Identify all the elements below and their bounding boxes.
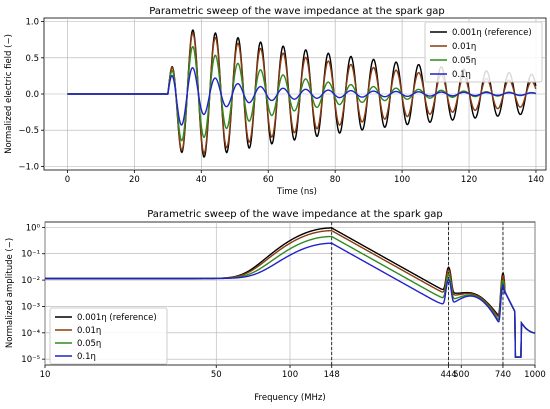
bottom-ytick-label: 10⁻² (21, 276, 40, 286)
bottom-xtick-label: 100 (282, 370, 298, 380)
bottom-ytick-label: 10⁻³ (21, 302, 40, 312)
top-ylabel: Normalized electric field (−) (4, 34, 14, 154)
top-xtick-label: 80 (330, 175, 341, 185)
top-legend-label: 0.1η (452, 70, 471, 80)
bottom-legend-box (49, 307, 168, 365)
top-ytick-label: 1.0 (25, 18, 39, 28)
top-xtick-label: 20 (129, 175, 140, 185)
top-ytick-label: 0.5 (25, 54, 39, 64)
bottom-chart-title: Parametric sweep of the wave impedance a… (147, 209, 443, 220)
top-xtick-label: 60 (263, 175, 274, 185)
bottom-ytick-label: 10⁰ (26, 223, 41, 233)
top-series-lines (67, 29, 537, 159)
bottom-xtick-label: 740 (495, 370, 511, 380)
top-xtick-label: 40 (196, 175, 207, 185)
bottom-legend-label: 0.001η (reference) (77, 313, 157, 323)
bottom-legend-label: 0.01η (77, 326, 101, 336)
bottom-ytick-label: 10⁻¹ (21, 250, 40, 260)
top-xtick-label: 140 (528, 175, 544, 185)
bottom-xtick-label: 148 (324, 370, 340, 380)
top-ytick-label: −0.5 (18, 126, 39, 136)
top-ytick-label: −1.0 (18, 162, 39, 172)
bottom-xtick-label: 10 (40, 370, 51, 380)
bottom-xtick-label: 500 (453, 370, 469, 380)
bottom-legend-label: 0.1η (77, 352, 96, 362)
top-legend-label: 0.01η (452, 42, 476, 52)
bottom-xtick-label: 444 (440, 370, 456, 380)
top-series-line (67, 66, 536, 126)
bottom-series-lines (45, 227, 536, 358)
top-xtick-label: 120 (461, 175, 477, 185)
bottom-xlabel: Frequency (MHz) (254, 393, 325, 403)
top-xlabel: Time (ns) (276, 187, 317, 197)
time-domain-chart: Parametric sweep of the wave impedance a… (4, 6, 547, 197)
top-chart-title: Parametric sweep of the wave impedance a… (149, 6, 445, 17)
top-ticks: 0 20 40 60 80 100 120 140 −1.0 −0.5 0.0 0.5 1.0 (18, 18, 544, 185)
top-legend-box (424, 21, 543, 83)
bottom-ytick-label: 10⁻⁴ (21, 329, 40, 339)
bottom-legend-label: 0.05η (77, 339, 101, 349)
top-xtick-label: 100 (394, 175, 410, 185)
bottom-legend: 0.001η (reference) 0.01η 0.05η 0.1η (49, 307, 168, 365)
top-xtick-label: 0 (65, 175, 70, 185)
frequency-domain-chart: Parametric sweep of the wave impedance a… (5, 209, 546, 403)
bottom-xtick-label: 1000 (524, 370, 546, 380)
top-legend: 0.001η (reference) 0.01η 0.05η 0.1η (424, 21, 543, 83)
bottom-ylabel: Normalized amplitude (−) (5, 238, 15, 348)
bottom-xtick-label: 50 (211, 370, 222, 380)
top-ytick-label: 0.0 (25, 90, 39, 100)
top-legend-label: 0.001η (reference) (452, 28, 532, 38)
top-legend-label: 0.05η (452, 56, 476, 66)
bottom-series-line (45, 242, 536, 358)
bottom-ytick-label: 10⁻⁵ (21, 355, 40, 365)
